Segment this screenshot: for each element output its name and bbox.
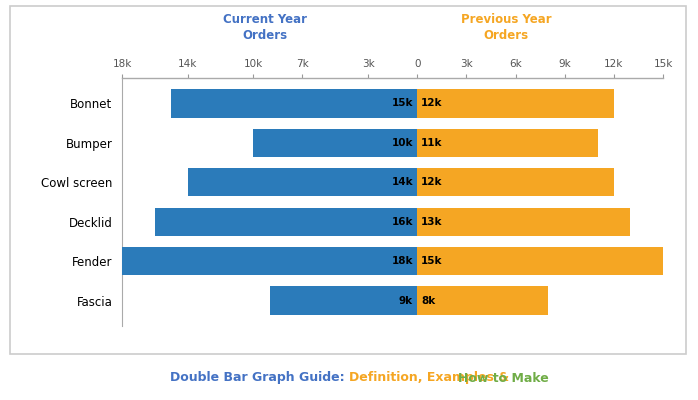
Bar <box>188 168 417 196</box>
Text: How to Make: How to Make <box>458 372 549 384</box>
Text: 18k: 18k <box>392 256 413 266</box>
Bar <box>417 286 549 315</box>
Text: 15k: 15k <box>392 98 413 108</box>
Text: Definition, Examples &: Definition, Examples & <box>349 372 514 384</box>
Bar <box>417 247 663 275</box>
Text: 14k: 14k <box>392 177 413 187</box>
Bar <box>417 89 614 118</box>
Text: 12k: 12k <box>422 177 443 187</box>
Bar <box>269 286 417 315</box>
Text: 15k: 15k <box>422 256 443 266</box>
Text: 12k: 12k <box>422 98 443 108</box>
Text: 9k: 9k <box>399 296 413 306</box>
Text: Double Bar Graph Guide:: Double Bar Graph Guide: <box>170 372 349 384</box>
Text: 13k: 13k <box>422 217 443 227</box>
Text: Previous Year
Orders: Previous Year Orders <box>461 13 551 42</box>
Text: Current Year
Orders: Current Year Orders <box>223 13 307 42</box>
Bar <box>171 89 417 118</box>
Bar <box>417 168 614 196</box>
Bar <box>253 129 417 157</box>
Bar <box>155 208 417 236</box>
Text: 10k: 10k <box>392 138 413 148</box>
Text: 16k: 16k <box>392 217 413 227</box>
Text: 11k: 11k <box>422 138 443 148</box>
Bar <box>417 208 630 236</box>
Text: 8k: 8k <box>422 296 436 306</box>
Bar <box>122 247 417 275</box>
Bar <box>417 129 597 157</box>
